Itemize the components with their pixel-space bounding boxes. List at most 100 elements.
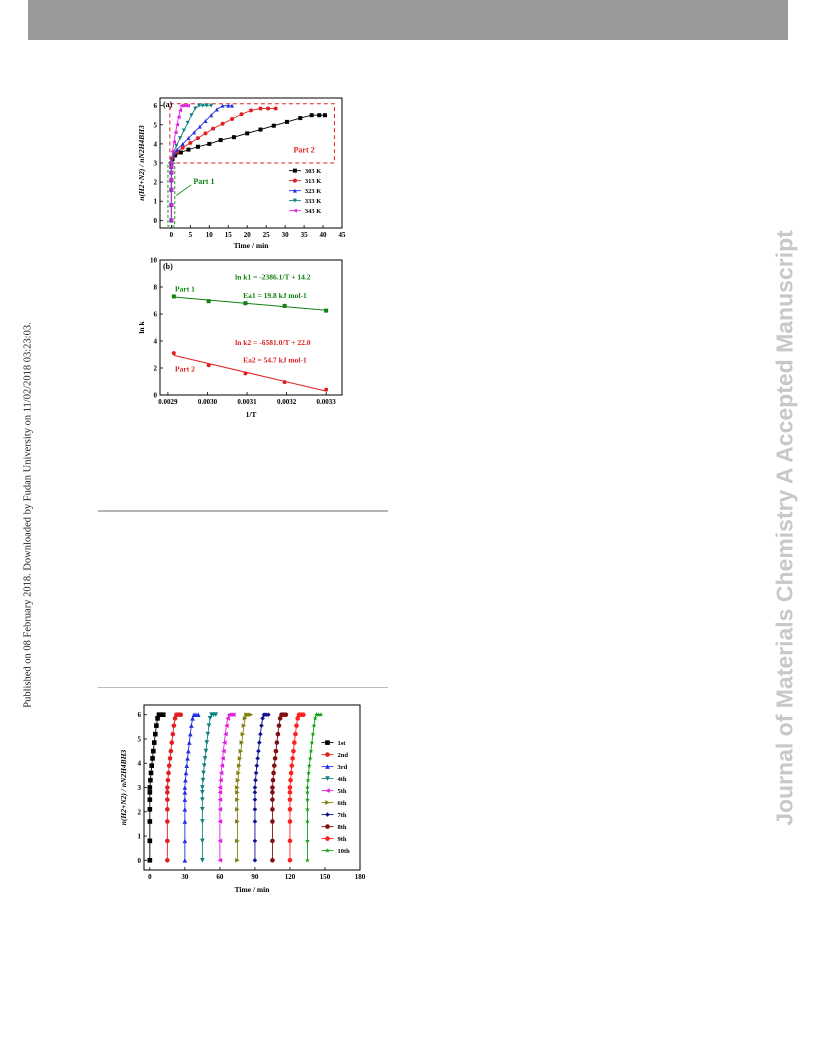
cycle-point — [276, 723, 282, 728]
panel-a-point — [173, 130, 178, 135]
cycle-point — [151, 748, 156, 754]
cycle-point — [256, 748, 261, 754]
panel-a-x-axis-label: Time / min — [234, 241, 270, 250]
panel-a-point — [218, 138, 223, 143]
cycle-point — [218, 777, 223, 783]
cycle-point — [273, 748, 279, 754]
panel-a-point — [258, 106, 263, 111]
panel-a-point — [249, 108, 253, 113]
panel-a-point — [173, 153, 178, 158]
panel-a-point — [169, 164, 174, 169]
cycle-point — [235, 797, 240, 802]
cycle-point — [219, 763, 225, 768]
cycle-point — [165, 838, 170, 844]
cycle-point — [201, 770, 206, 776]
cycle-point — [239, 740, 245, 745]
cycle-point — [263, 712, 269, 718]
cycle-point — [305, 777, 311, 783]
cycle-point — [295, 716, 300, 721]
cycle-point — [257, 740, 262, 745]
cycle-point — [305, 857, 310, 863]
panel-a-point — [231, 135, 236, 140]
part-2-annotation: Part 2 — [294, 145, 315, 154]
cycle-point — [252, 790, 258, 795]
cycle-point — [203, 748, 209, 754]
panel-a-x-tick-label: 30 — [282, 231, 290, 239]
section-divider-bottom — [98, 687, 388, 688]
cycle-x-tick-label: 180 — [355, 873, 366, 881]
cycle-point — [183, 770, 189, 776]
cycle-legend-label: 6th — [337, 800, 346, 807]
panel-a-y-tick-label: 4 — [154, 140, 158, 148]
cycle-legend-marker — [325, 740, 330, 745]
panel-a-y-tick-label: 5 — [154, 121, 158, 129]
cycle-plot-frame — [143, 704, 361, 871]
cycle-point — [217, 807, 223, 812]
panel-b-y-tick-label: 4 — [154, 338, 158, 346]
cycle-x-tick-label: 90 — [251, 873, 259, 881]
cycle-y-tick-label: 6 — [138, 711, 142, 719]
cycle-point — [236, 770, 241, 776]
panel-a-label: (a) — [163, 100, 173, 109]
cycle-point — [318, 712, 324, 717]
cycle-point — [316, 712, 321, 717]
cycle-point — [225, 716, 230, 721]
cycle-point — [155, 716, 160, 721]
cycle-legend-label: 3rd — [337, 764, 347, 771]
cycle-legend-label: 9th — [337, 836, 346, 843]
cycle-point — [151, 740, 157, 745]
cycle-point — [147, 857, 153, 863]
panel-a-point — [209, 103, 214, 108]
panel-a-point — [271, 123, 276, 128]
panel-a-x-tick-label: 45 — [339, 231, 347, 239]
cycle-point — [270, 797, 275, 802]
panel-a-y-tick-label: 1 — [154, 198, 158, 206]
panel-a-point — [176, 115, 181, 120]
cycle-point — [172, 716, 178, 721]
panel-a-point — [169, 161, 174, 165]
panel-a-point — [230, 103, 235, 108]
panel-a-point — [178, 108, 183, 113]
cycle-point — [306, 763, 312, 768]
cycle-x-tick-label: 30 — [181, 873, 189, 881]
cycle-point — [150, 756, 155, 761]
cycle-point — [287, 838, 293, 844]
panel-a-point — [298, 116, 303, 121]
cycle-point — [275, 731, 281, 737]
panel-a-point — [186, 147, 191, 152]
cycle-legend-label: 8th — [337, 824, 346, 831]
cycle-point — [217, 785, 223, 790]
cycle-point — [272, 756, 278, 761]
part-1-annotation: Part 1 — [193, 177, 214, 186]
panel-a-point — [175, 147, 180, 152]
cycle-point — [200, 790, 205, 795]
cycle-point — [270, 790, 275, 795]
panel-a-x-tick-label: 5 — [189, 231, 193, 239]
panel-b-x-axis-label: 1/T — [246, 410, 257, 419]
panel-a-point — [230, 117, 235, 122]
cycle-point — [266, 712, 271, 718]
legend-label: 313 K — [305, 178, 321, 185]
cycle-point — [218, 770, 224, 776]
cycle-point — [206, 723, 212, 728]
cycle-point — [200, 807, 205, 812]
cycle-point — [182, 790, 188, 795]
cycle-point — [200, 819, 205, 824]
cycle-point — [165, 819, 170, 824]
panel-a-x-tick-label: 0 — [170, 231, 174, 239]
cycle-point — [217, 857, 223, 863]
cycle-point — [270, 777, 276, 783]
panel-b-y-tick-label: 8 — [154, 284, 158, 292]
cycle-point — [287, 790, 293, 795]
panel-b-y-tick-label: 2 — [154, 365, 158, 373]
cycle-legend-label: 10th — [337, 848, 350, 855]
cycle-point — [314, 712, 319, 717]
cycle-legend-marker — [325, 800, 330, 805]
panel-a-point — [226, 103, 231, 108]
cycle-point — [235, 819, 240, 824]
cycle-point — [185, 756, 190, 761]
panel-b-part-1-label: Part 1 — [175, 285, 195, 294]
cycle-point — [149, 763, 155, 768]
cycle-point — [153, 731, 158, 737]
cycle-point — [235, 777, 241, 783]
